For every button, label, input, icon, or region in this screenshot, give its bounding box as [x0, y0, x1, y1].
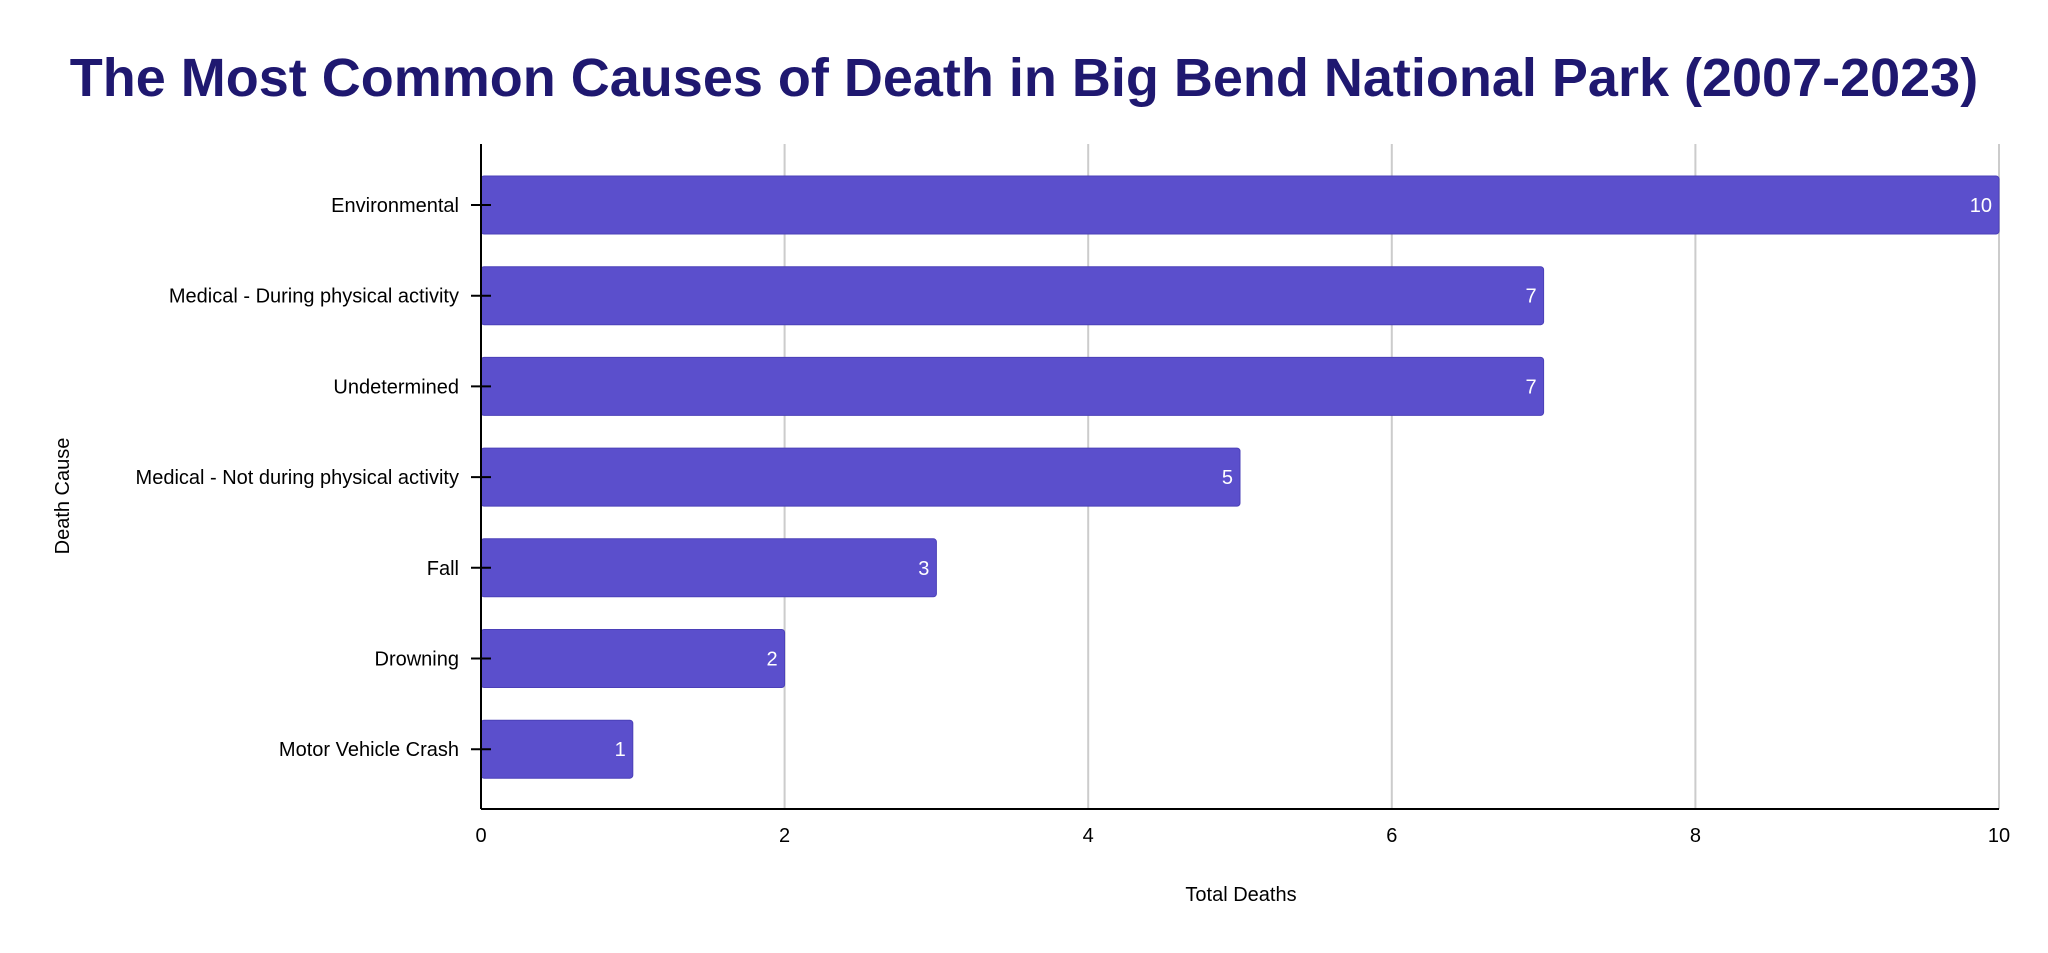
x-tick-label: 8: [1690, 825, 1701, 847]
bar: [480, 538, 937, 598]
bar: [480, 356, 1545, 416]
chart-title: The Most Common Causes of Death in Big B…: [70, 48, 1978, 108]
x-tick-label: 2: [779, 825, 790, 847]
data-label: 1: [615, 739, 626, 761]
y-axis-label: Death Cause: [52, 438, 74, 555]
data-label: 10: [1970, 195, 1992, 217]
x-tick-label: 4: [1083, 825, 1094, 847]
gridlines: [783, 144, 2000, 809]
category-label: Medical - During physical activity: [169, 286, 459, 308]
data-label: 7: [1525, 286, 1536, 308]
x-tick-label: 10: [1988, 825, 2010, 847]
data-label: 2: [766, 649, 777, 671]
category-label: Drowning: [375, 649, 459, 671]
category-label: Medical - Not during physical activity: [136, 467, 459, 489]
bar: [480, 447, 1241, 507]
bar: [480, 266, 1545, 326]
category-label: Fall: [427, 558, 459, 580]
x-tick-label: 0: [475, 825, 486, 847]
data-label: 5: [1222, 467, 1233, 489]
data-label: 3: [918, 558, 929, 580]
bar: [480, 629, 786, 688]
bars: [480, 175, 2000, 779]
category-label: Undetermined: [333, 376, 459, 398]
category-label: Environmental: [331, 195, 459, 217]
x-axis-label: Total Deaths: [1185, 884, 1296, 906]
data-labels: 10 7 7 5 3 2 1: [615, 195, 1992, 761]
data-label: 7: [1525, 376, 1536, 398]
bar: [480, 719, 634, 779]
x-tick-labels: 0 2 4 6 8 10: [475, 825, 2010, 847]
x-tick-label: 6: [1386, 825, 1397, 847]
axes: [471, 144, 1999, 810]
bar: [480, 175, 2000, 235]
category-labels: Environmental Medical - During physical a…: [136, 195, 459, 761]
category-label: Motor Vehicle Crash: [279, 739, 459, 761]
